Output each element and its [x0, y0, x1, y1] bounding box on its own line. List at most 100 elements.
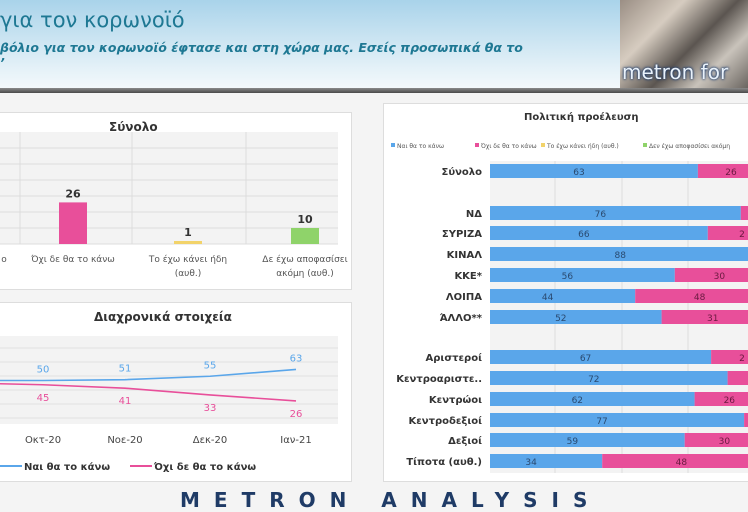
- data-label: 55: [204, 360, 217, 371]
- bar-value-label: 30: [714, 272, 726, 282]
- bar-yes: [490, 413, 745, 427]
- bar-yes: [490, 268, 675, 282]
- bar-no: [674, 268, 748, 282]
- bar-yes: [490, 247, 748, 261]
- data-label: 33: [204, 403, 217, 414]
- legend-swatch: [391, 143, 395, 147]
- bar-value-label: 26: [65, 187, 81, 200]
- bar-yes: [490, 206, 741, 220]
- row-label: Σύνολο: [442, 166, 483, 178]
- page-subtitle: βόλιο για τον κορωνοϊό έφτασε και στη χώ…: [0, 40, 600, 70]
- bar-no: [707, 226, 748, 240]
- chart-title: Πολιτική προέλευση: [524, 112, 639, 123]
- bar-value-label: 59: [567, 437, 579, 447]
- series-line: [0, 382, 297, 402]
- bar-value-label: 1: [184, 226, 192, 239]
- data-label: 63: [290, 353, 303, 364]
- bar-value-label: 2: [739, 230, 745, 240]
- bar: [291, 228, 319, 244]
- chart-title: Διαχρονικά στοιχεία: [94, 310, 232, 324]
- bar-no: [711, 350, 748, 364]
- legend-label: Το έχω κάνει ήδη (αυθ.): [546, 143, 619, 150]
- row-label: Κεντροαριστε..: [396, 374, 482, 385]
- bar-value-label: 67: [580, 354, 591, 364]
- data-label: 26: [290, 409, 303, 420]
- row-label: Δεξιοί: [448, 435, 482, 447]
- bar-value-label: 63: [573, 168, 584, 178]
- bar-yes: [490, 226, 708, 240]
- bar-yes: [490, 289, 636, 303]
- x-tick-label: Οκτ-20: [25, 435, 61, 446]
- row-label: Αριστεροί: [426, 352, 483, 364]
- bar-no: [602, 454, 748, 468]
- category-label: ο: [1, 255, 7, 265]
- bar: [174, 241, 202, 244]
- header: για τον κορωνοϊό βόλιο για τον κορωνοϊό …: [0, 0, 748, 88]
- bar-no: [635, 289, 748, 303]
- legend-label: Όχι δε θα το κάνω: [153, 461, 256, 473]
- bar-value-label: 31: [707, 314, 718, 324]
- row-label: ΝΔ: [466, 209, 482, 220]
- bar-yes: [490, 454, 603, 468]
- x-tick-label: Δεκ-20: [193, 435, 227, 446]
- metron-analysis-logo: METRON ANALYSIS: [180, 488, 602, 512]
- legend-label: Ναι θα το κάνω: [24, 461, 110, 473]
- bar-value-label: 30: [719, 437, 731, 447]
- subtitle-line: ’: [0, 55, 5, 70]
- bar-value-label: 48: [676, 458, 688, 468]
- category-label: Το έχω κάνει ήδη: [148, 254, 227, 265]
- bar-no: [727, 371, 748, 385]
- bar-no: [744, 413, 748, 427]
- data-label: 51: [119, 364, 132, 375]
- bar-value-label: 48: [694, 293, 706, 303]
- category-label: Δε έχω αποφασίσει: [262, 254, 347, 265]
- bar-value-label: 66: [578, 230, 590, 240]
- category-label: (αυθ.): [175, 269, 202, 279]
- bar-no: [661, 310, 748, 324]
- bar-no: [694, 392, 748, 406]
- legend-label: Όχι δε θα το κάνω: [480, 143, 537, 150]
- data-label: 41: [119, 396, 132, 407]
- row-label: ΣΥΡΙΖΑ: [442, 229, 482, 240]
- bar-yes: [490, 164, 698, 178]
- series-line: [0, 368, 297, 382]
- bar-yes: [490, 371, 728, 385]
- bar-no: [697, 164, 748, 178]
- bar-value-label: 88: [614, 251, 626, 261]
- total-bar-chart: ο 26 Όχι δε θα το κάνω 1 Το έχω κάνει ήδη (αυ…: [0, 132, 348, 279]
- bar-value-label: 10: [297, 213, 313, 226]
- row-label: Κεντρώοι: [429, 394, 482, 406]
- data-label: 45: [37, 393, 50, 404]
- bar-value-label: 76: [595, 210, 607, 220]
- row-label: ΚΚΕ*: [454, 271, 482, 282]
- bar-yes: [490, 310, 662, 324]
- legend-label: Δεν έχω αποφασίσει ακόμη: [649, 143, 730, 150]
- bar-yes: [490, 433, 685, 447]
- bar-value-label: 77: [596, 417, 607, 427]
- plot-area: [0, 132, 338, 244]
- x-tick-label: Νοε-20: [107, 435, 142, 446]
- bar-value-label: 34: [525, 458, 537, 468]
- row-label: Τίποτα (αυθ.): [406, 456, 482, 468]
- row-label: ΛΟΙΠΑ: [446, 292, 482, 303]
- page-title: για τον κορωνοϊό: [0, 8, 185, 32]
- row-label: ΚΙΝΑΛ: [447, 250, 483, 261]
- bar: [59, 202, 87, 244]
- bar-value-label: 44: [542, 293, 554, 303]
- header-divider: [0, 88, 748, 93]
- logo-text: metron for: [622, 60, 729, 84]
- bar-value-label: 72: [588, 375, 599, 385]
- bar-yes: [490, 392, 695, 406]
- legend-swatch: [475, 143, 479, 147]
- row-label: ΆΛΛΟ**: [440, 312, 483, 324]
- metron-logo-image: metron for: [620, 0, 748, 88]
- row-label: Κεντροδεξιοί: [408, 415, 482, 427]
- subtitle-line: βόλιο για τον κορωνοϊό έφτασε και στη χώ…: [0, 40, 523, 55]
- bar-yes: [490, 350, 712, 364]
- legend-label: Ναι θα το κάνω: [397, 143, 444, 150]
- chart-title: Σύνολο: [109, 120, 158, 134]
- legend-swatch: [541, 143, 545, 147]
- bar-value-label: 52: [555, 314, 566, 324]
- bar-value-label: 26: [725, 168, 737, 178]
- trend-line-chart: Οκτ-20 Νοε-20 Δεκ-20 Ιαν-21 50 51 55 63 Ναι θα τ…: [0, 336, 338, 473]
